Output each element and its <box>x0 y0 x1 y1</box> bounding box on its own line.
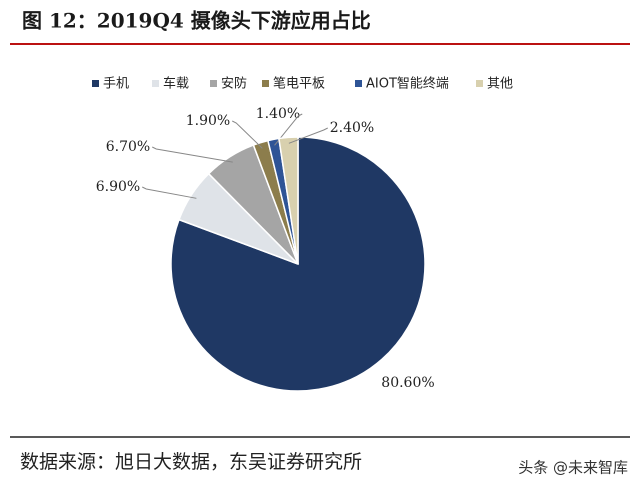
leader-line <box>232 120 263 149</box>
value-label: 6.70% <box>106 139 150 155</box>
legend-label: AIOT智能终端 <box>366 76 449 92</box>
value-label: 80.60% <box>381 375 434 391</box>
leader-line <box>288 127 328 144</box>
leader-line <box>152 146 233 163</box>
value-label: 6.90% <box>96 179 140 195</box>
legend-swatch <box>262 80 269 87</box>
legend-swatch <box>152 80 159 87</box>
value-label: 1.90% <box>186 113 230 129</box>
legend-label: 手机 <box>103 77 129 92</box>
value-label: 1.40% <box>256 106 300 122</box>
chart-title: 图 12：2019Q4 摄像头下游应用占比 <box>22 9 371 33</box>
legend-label: 车载 <box>163 76 189 92</box>
legend-label: 笔电平板 <box>273 76 325 92</box>
leader-line <box>142 186 197 199</box>
legend-label: 其他 <box>487 77 513 92</box>
legend-swatch <box>210 80 217 87</box>
pie-slice <box>170 136 426 392</box>
legend-swatch <box>92 80 99 87</box>
pie-slice <box>278 136 299 265</box>
value-label: 2.40% <box>330 120 374 136</box>
watermark: 头条 @未来智库 <box>518 459 628 477</box>
legend-swatch <box>355 80 362 87</box>
legend-swatch <box>476 80 483 87</box>
leader-line <box>274 113 303 146</box>
source: 数据来源：旭日大数据，东吴证券研究所 <box>20 451 362 473</box>
legend-label: 安防 <box>221 76 247 92</box>
